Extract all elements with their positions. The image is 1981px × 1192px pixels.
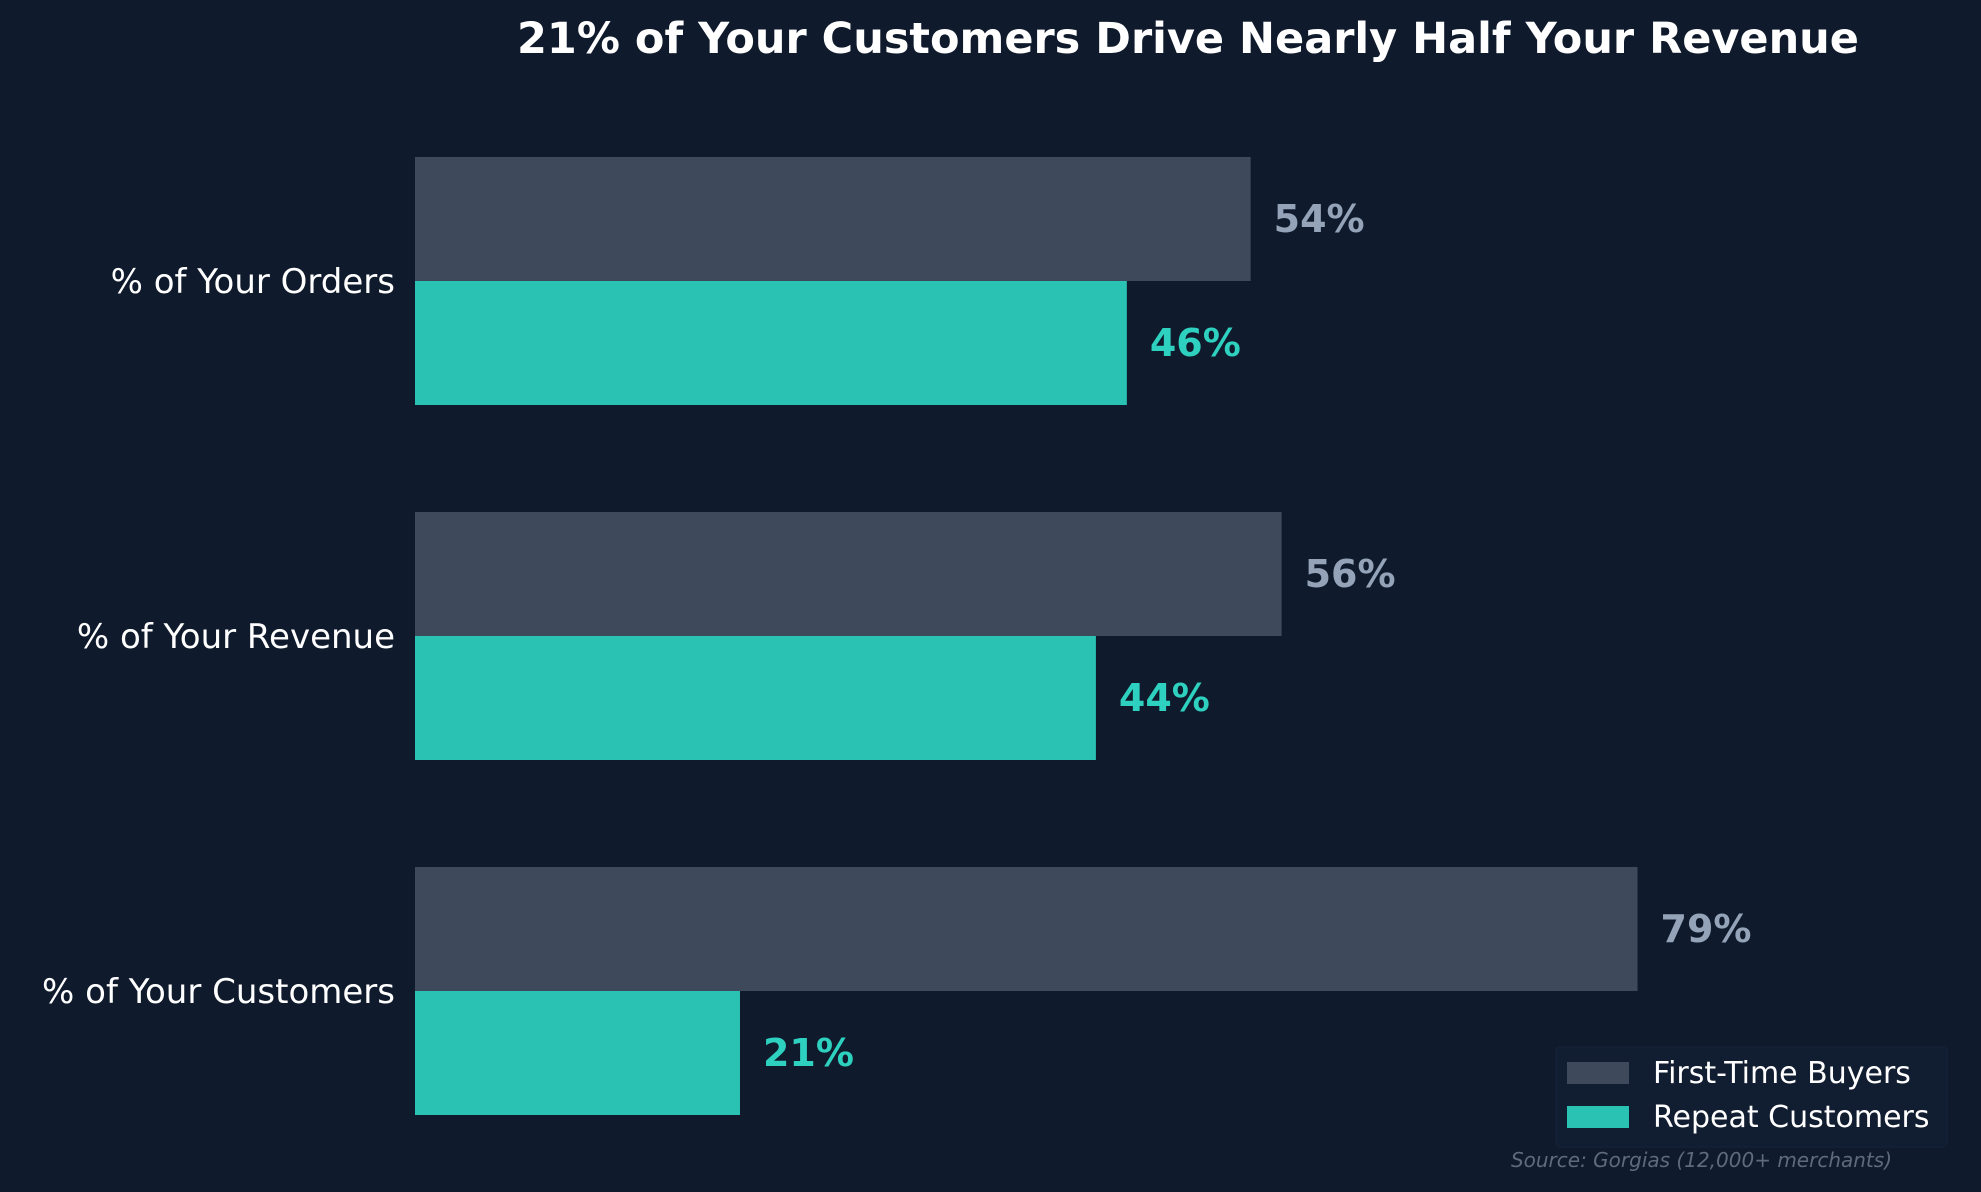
legend-swatch-repeat-customers (1567, 1106, 1629, 1128)
value-label-first-time-buyers-of-your-revenue: 56% (1305, 552, 1396, 596)
bar-repeat-customers-of-your-orders (415, 281, 1127, 405)
legend-box (1555, 1046, 1948, 1148)
category-label-of-your-orders: % of Your Orders (111, 262, 395, 302)
chart-title: 21% of Your Customers Drive Nearly Half … (517, 14, 1859, 64)
bars-layer: % of Your Orders 54% 46% % of Your Revenue 5… (42, 157, 1751, 1115)
value-label-repeat-customers-of-your-revenue: 44% (1119, 676, 1210, 720)
value-label-first-time-buyers-of-your-orders: 54% (1274, 197, 1365, 241)
bar-first-time-buyers-of-your-revenue (415, 512, 1282, 636)
bar-repeat-customers-of-your-revenue (415, 636, 1096, 760)
source-note: Source: Gorgias (12,000+ merchants) (1511, 1148, 1892, 1172)
bar-first-time-buyers-of-your-orders (415, 157, 1251, 281)
value-label-repeat-customers-of-your-orders: 46% (1150, 321, 1241, 365)
bar-first-time-buyers-of-your-customers (415, 867, 1638, 991)
value-label-first-time-buyers-of-your-customers: 79% (1661, 907, 1752, 951)
value-label-repeat-customers-of-your-customers: 21% (763, 1031, 854, 1075)
bar-repeat-customers-of-your-customers (415, 991, 740, 1115)
category-label-of-your-customers: % of Your Customers (42, 972, 395, 1012)
legend-label-first-time-buyers: First-Time Buyers (1653, 1056, 1911, 1091)
legend-label-repeat-customers: Repeat Customers (1653, 1100, 1930, 1135)
legend-swatch-first-time-buyers (1567, 1062, 1629, 1084)
category-label-of-your-revenue: % of Your Revenue (77, 617, 395, 657)
legend: First-Time Buyers Repeat Customers (1555, 1046, 1948, 1148)
